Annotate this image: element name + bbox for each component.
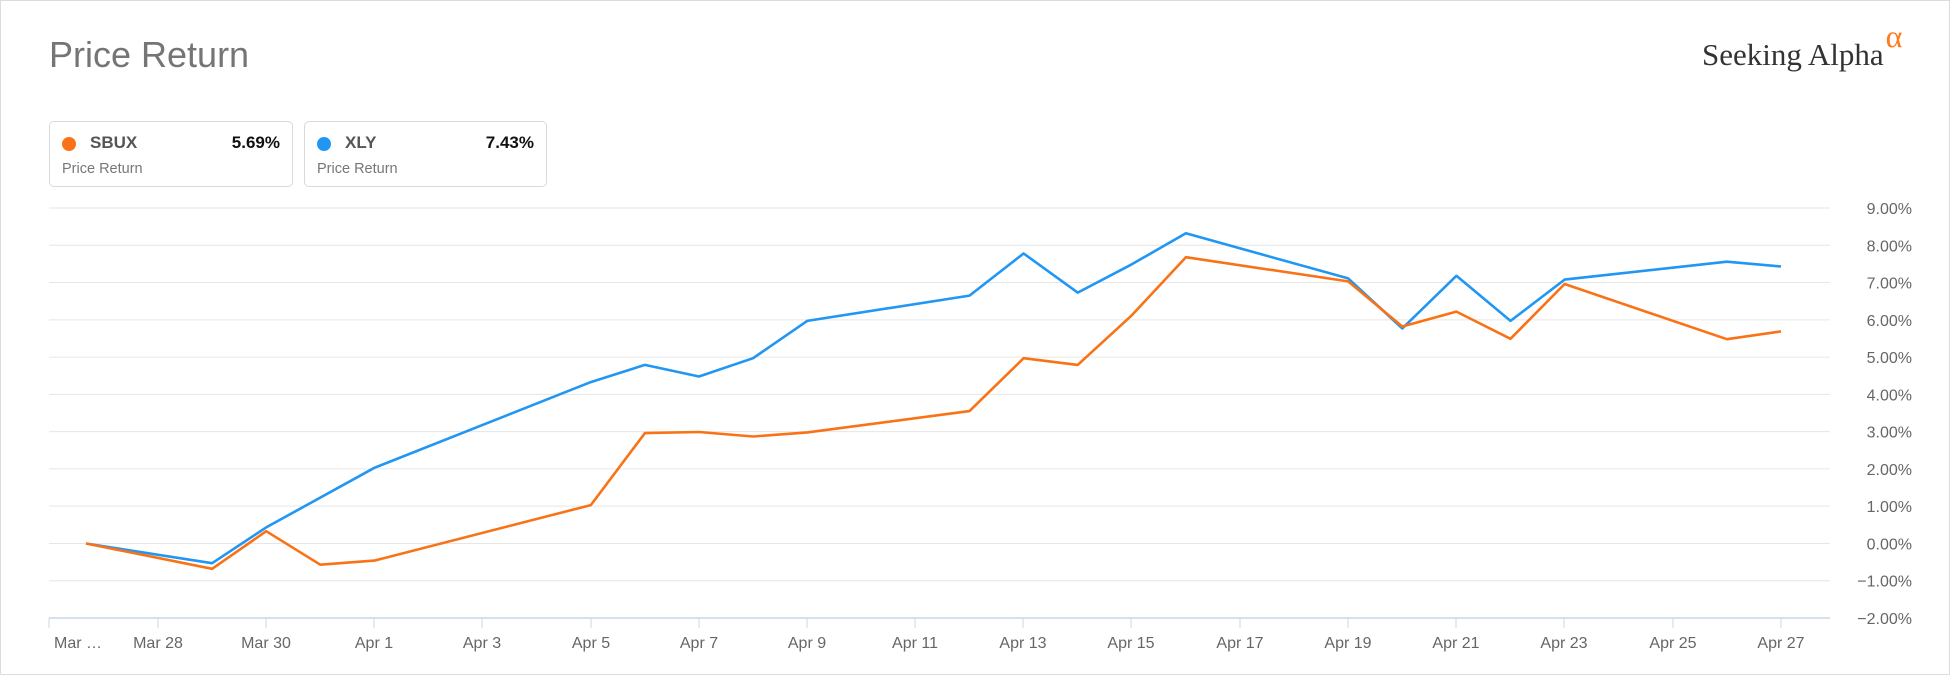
y-tick-label: 0.00% (1867, 536, 1912, 553)
alpha-logo-icon: α (1885, 18, 1903, 54)
y-tick-label: 6.00% (1867, 313, 1912, 330)
x-tick-label: Mar 28 (133, 635, 183, 652)
x-tick-label: Apr 7 (680, 635, 718, 652)
legend-ticker: XLY (345, 133, 377, 152)
legend-value: 7.43% (485, 133, 534, 152)
x-tick-label: Mar 30 (241, 635, 291, 652)
xly-color-dot-icon (317, 137, 331, 151)
x-tick-label: Apr 11 (892, 635, 938, 652)
x-tick-label: Apr 25 (1649, 635, 1696, 652)
x-axis: Mar … Mar 28 Mar 30 Apr 1 Apr 3 Apr 5 Apr 7 Apr… (48, 617, 1830, 652)
y-tick-label: 3.00% (1867, 425, 1912, 442)
x-tick-label: Apr 27 (1757, 635, 1804, 652)
logo-text: Seeking Alpha (1702, 37, 1884, 72)
xly-series-line[interactable] (85, 232, 1782, 565)
x-tick-label: Mar … (54, 635, 102, 652)
series-lines (85, 232, 1782, 571)
sbux-series-line[interactable] (85, 255, 1782, 571)
legend-sublabel: Price Return (317, 161, 398, 177)
y-tick-label: 8.00% (1867, 238, 1912, 255)
legend-sublabel: Price Return (62, 161, 143, 177)
seeking-alpha-logo[interactable]: Seeking Alphaα (1702, 18, 1902, 73)
y-tick-label: 9.00% (1867, 201, 1912, 218)
page-title: Price Return (49, 34, 250, 75)
y-tick-label: 2.00% (1867, 462, 1912, 479)
sbux-color-dot-icon (62, 137, 76, 151)
x-tick-label: Apr 17 (1216, 635, 1263, 652)
x-tick-label: Apr 15 (1107, 635, 1154, 652)
legend-ticker: SBUX (90, 133, 138, 152)
y-tick-label: −2.00% (1857, 611, 1912, 628)
y-axis-labels: 9.00% 8.00% 7.00% 6.00% 5.00% 4.00% 3.00% 2.00%… (1857, 201, 1912, 628)
x-tick-label: Apr 1 (355, 635, 393, 652)
legend-card-sbux[interactable]: SBUX 5.69% Price Return (49, 121, 293, 187)
x-tick-label: Apr 19 (1324, 635, 1371, 652)
grid-lines (49, 207, 1830, 582)
legend-card-xly[interactable]: XLY 7.43% Price Return (304, 121, 547, 187)
x-tick-label: Apr 9 (788, 635, 826, 652)
y-tick-label: 7.00% (1867, 276, 1912, 293)
x-tick-label: Apr 23 (1540, 635, 1587, 652)
legend-value: 5.69% (231, 133, 280, 152)
y-tick-label: 1.00% (1867, 499, 1912, 516)
y-tick-label: 5.00% (1867, 350, 1912, 367)
x-tick-label: Apr 5 (572, 635, 610, 652)
x-tick-label: Apr 13 (999, 635, 1046, 652)
y-tick-label: −1.00% (1857, 574, 1912, 591)
x-tick-label: Apr 3 (463, 635, 501, 652)
x-tick-label: Apr 21 (1432, 635, 1479, 652)
y-tick-label: 4.00% (1867, 387, 1912, 404)
